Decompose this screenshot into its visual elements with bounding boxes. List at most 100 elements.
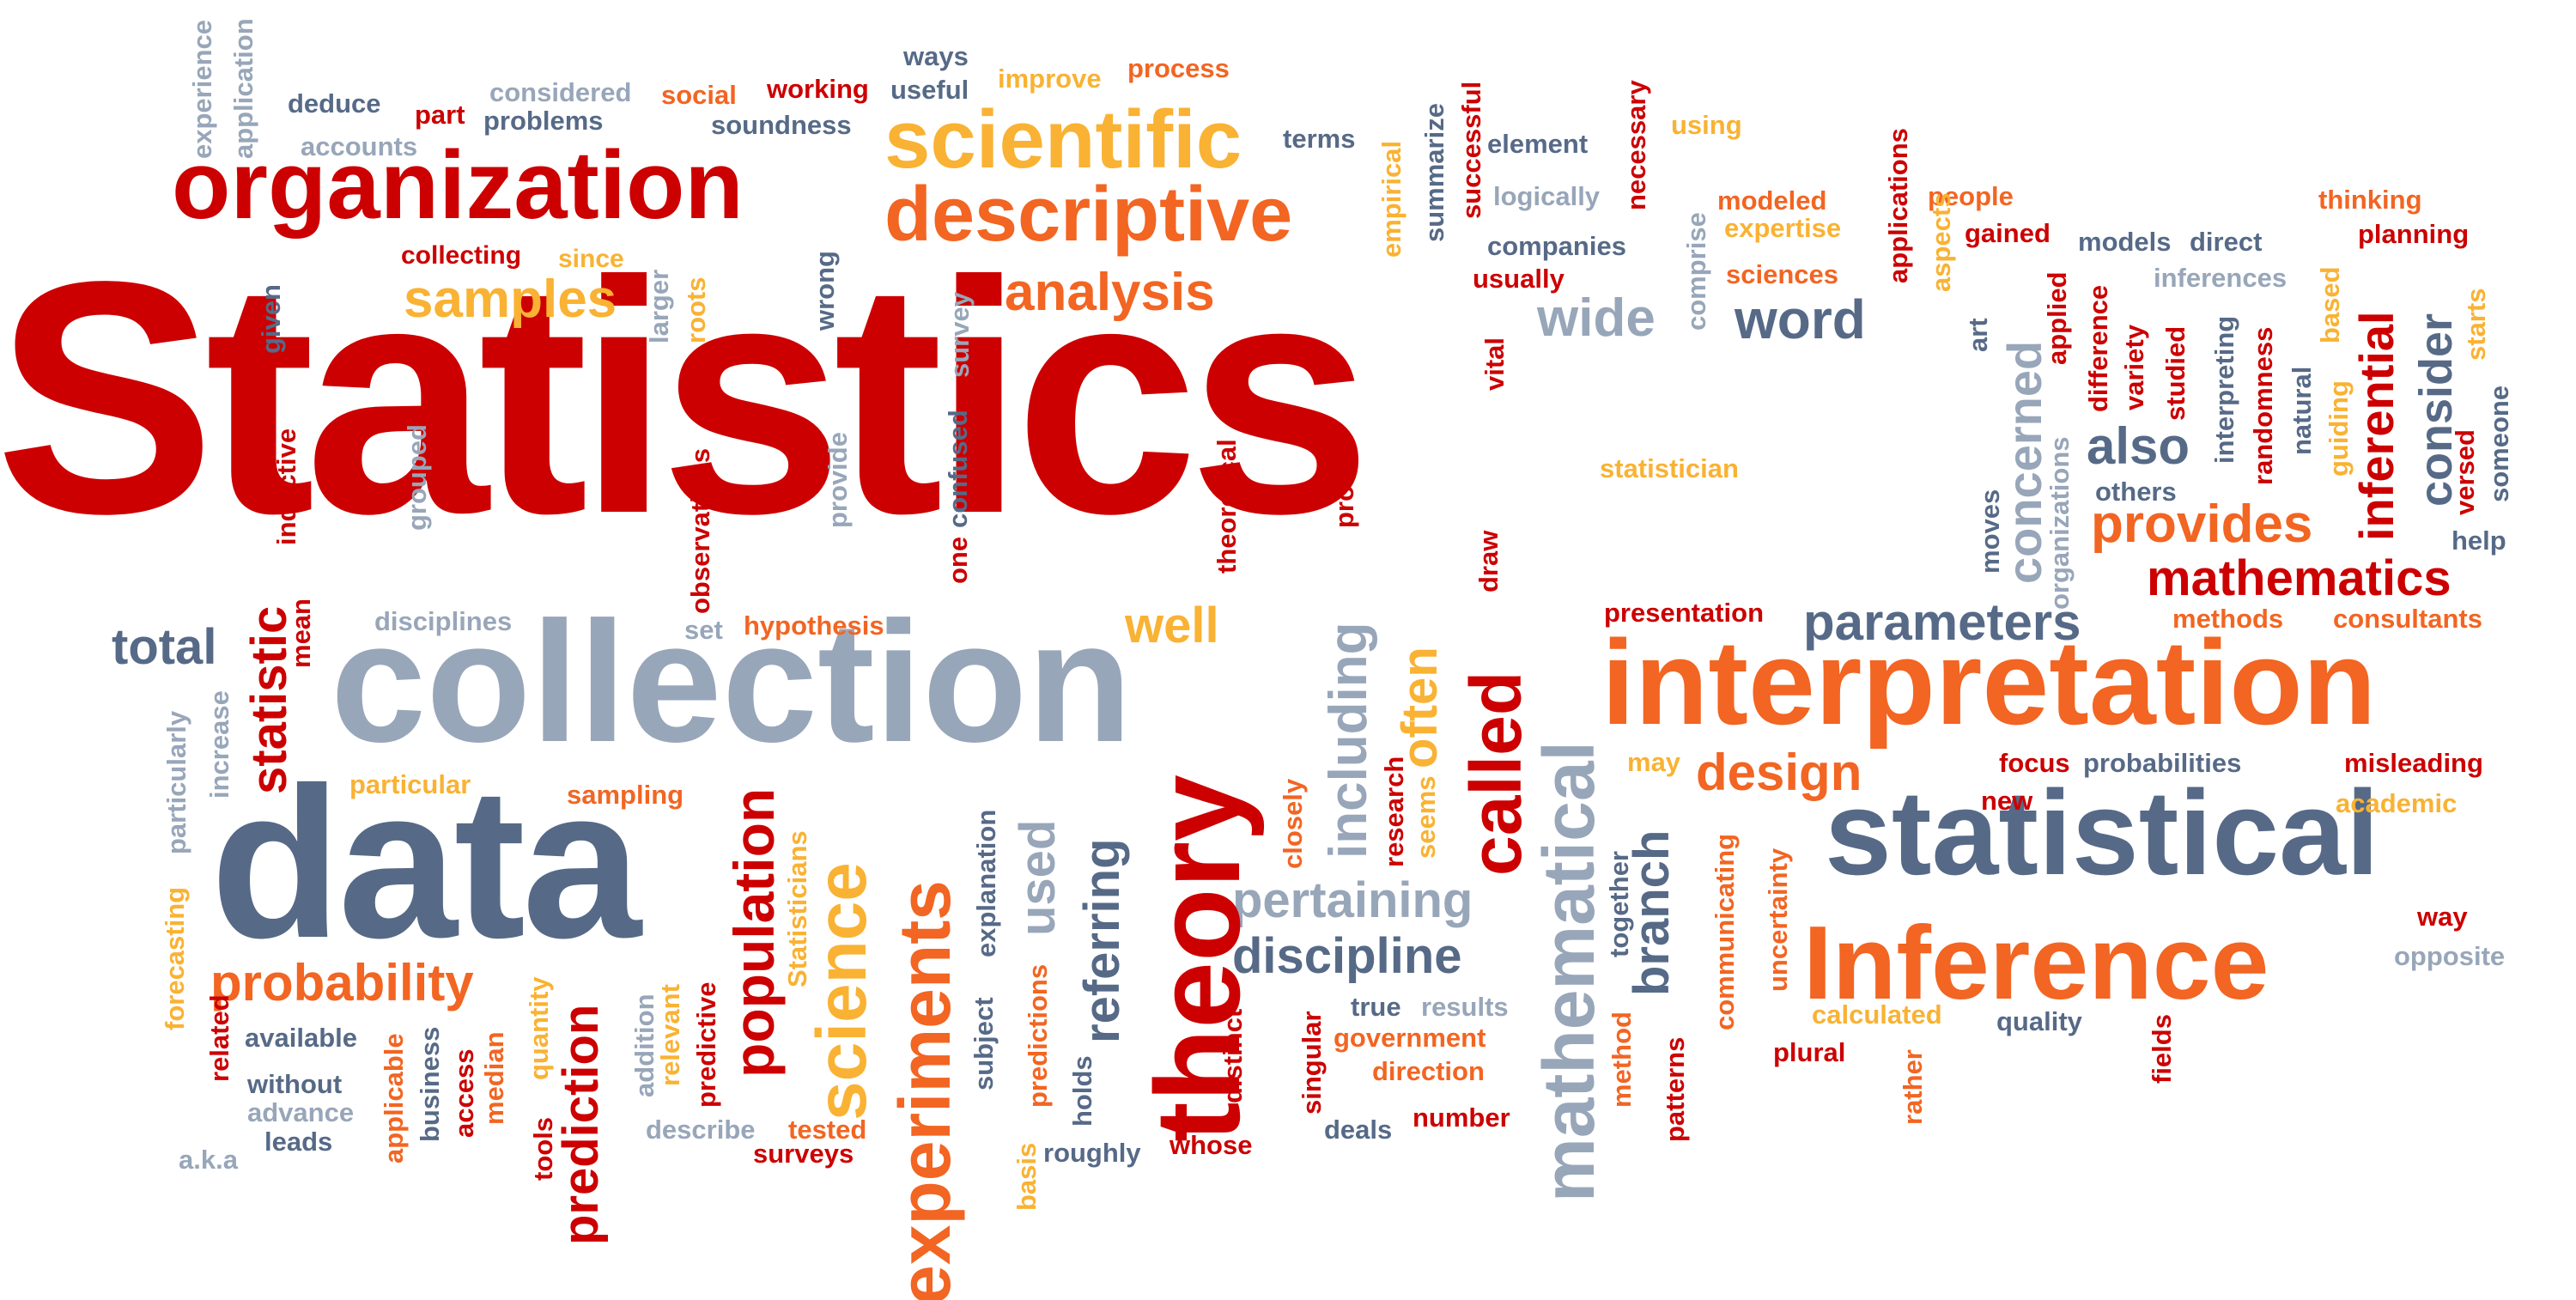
word-particular: particular: [349, 769, 471, 799]
word-randomness: randomness: [2248, 326, 2278, 485]
word-well: well: [1125, 598, 1219, 653]
word-variety: variety: [2119, 325, 2149, 410]
word-direct: direct: [2190, 227, 2263, 257]
word-consultants: consultants: [2333, 604, 2482, 634]
word-collecting: collecting: [401, 241, 522, 270]
word-science: science: [803, 862, 881, 1121]
word-vital: vital: [1479, 337, 1510, 391]
word-inferences: inferences: [2154, 263, 2287, 293]
word-particularly: particularly: [161, 710, 191, 854]
word-government: government: [1334, 1023, 1486, 1053]
word-data: data: [210, 743, 641, 982]
word-relevant: relevant: [655, 984, 685, 1086]
word-considered: considered: [489, 77, 632, 107]
word-analysis: analysis: [1005, 263, 1215, 322]
word-direction: direction: [1372, 1056, 1485, 1086]
word-new: new: [1981, 786, 2033, 816]
word-mathematics: mathematics: [2147, 550, 2451, 606]
word-prove: prove: [1329, 455, 1359, 528]
word-grouped: grouped: [402, 424, 432, 531]
word-distinct: distinct: [1218, 1008, 1248, 1103]
word-available: available: [245, 1023, 357, 1053]
word-singular: singular: [1297, 1011, 1327, 1115]
word-communicating: communicating: [1710, 833, 1740, 1030]
word-mean: mean: [286, 598, 316, 668]
word-statistical: statistical: [1825, 765, 2379, 900]
word-thinking: thinking: [2318, 185, 2422, 215]
word-holds: holds: [1067, 1055, 1097, 1127]
word-used: used: [1010, 819, 1066, 936]
word-applicable: applicable: [379, 1033, 409, 1163]
word-concerned: concerned: [1997, 340, 2051, 584]
word-misleading: misleading: [2344, 748, 2483, 778]
word-necessary: necessary: [1621, 80, 1651, 210]
word-design: design: [1696, 744, 1862, 801]
word-process: process: [1127, 53, 1230, 83]
word-sciences: sciences: [1726, 259, 1838, 289]
word-interpreting: interpreting: [2209, 315, 2239, 464]
word-studied: studied: [2160, 325, 2190, 421]
word-provide: provide: [823, 432, 853, 528]
word-models: models: [2078, 227, 2172, 257]
word-aspects: aspects: [1926, 192, 1956, 292]
word-working: working: [767, 74, 869, 104]
word-one: one: [943, 536, 973, 584]
word-patterns: patterns: [1660, 1036, 1690, 1142]
word-including: including: [1319, 622, 1378, 859]
word-disciplines: disciplines: [374, 606, 513, 636]
word-moves: moves: [1975, 489, 2005, 574]
word-help: help: [2451, 525, 2506, 556]
word-called: called: [1455, 671, 1536, 876]
word-logically: logically: [1493, 181, 1601, 211]
word-survey: survey: [945, 292, 975, 378]
word-others: others: [2095, 477, 2177, 507]
word-versed: versed: [2450, 429, 2480, 515]
word-total: total: [112, 619, 217, 675]
word-explanation: explanation: [971, 809, 1001, 957]
word-method: method: [1607, 1011, 1637, 1108]
word-leads: leads: [264, 1127, 333, 1157]
word-applied: applied: [2042, 271, 2072, 365]
word-predictions: predictions: [1023, 963, 1053, 1108]
word-quality: quality: [1996, 1006, 2082, 1036]
word-successful: successful: [1456, 81, 1486, 219]
word-branch: branch: [1624, 829, 1680, 996]
word-calculated: calculated: [1812, 999, 1942, 1030]
word-useful: useful: [890, 75, 969, 105]
word-samples: samples: [404, 270, 617, 329]
word-whose: whose: [1170, 1130, 1253, 1160]
word-research: research: [1379, 756, 1409, 867]
word-wide: wide: [1537, 289, 1656, 348]
word-forecasting: forecasting: [160, 886, 190, 1030]
word-since: since: [558, 245, 624, 273]
word-starts: starts: [2461, 288, 2491, 361]
word-pertaining: pertaining: [1232, 872, 1473, 928]
word-expertise: expertise: [1724, 213, 1842, 243]
word-quantity: quantity: [524, 976, 554, 1080]
word-using: using: [1671, 110, 1742, 140]
word-median: median: [479, 1031, 509, 1125]
word-statistician: statistician: [1600, 453, 1739, 483]
word-way: way: [2417, 902, 2468, 932]
word-based: based: [2315, 266, 2345, 343]
word-inductive: inductive: [271, 428, 301, 545]
word-opposite: opposite: [2394, 941, 2506, 971]
word-population: population: [722, 787, 786, 1078]
word-predictive: predictive: [691, 981, 721, 1108]
word-art: art: [1963, 318, 1993, 352]
word-collection: collection: [331, 586, 1133, 778]
word-fields: fields: [2147, 1014, 2177, 1084]
word-descriptive: descriptive: [884, 172, 1293, 258]
word-improve: improve: [998, 64, 1102, 94]
word-organization: organization: [172, 131, 744, 239]
word-someone: someone: [2484, 385, 2514, 502]
word-accounts: accounts: [301, 131, 418, 161]
word-advance: advance: [247, 1097, 355, 1127]
word-hypothesis: hypothesis: [744, 611, 884, 641]
word-applications: applications: [1883, 128, 1913, 283]
word-given: given: [256, 284, 286, 354]
word-terms: terms: [1283, 124, 1356, 154]
word-number: number: [1413, 1103, 1510, 1133]
word-people: people: [1928, 181, 2014, 211]
